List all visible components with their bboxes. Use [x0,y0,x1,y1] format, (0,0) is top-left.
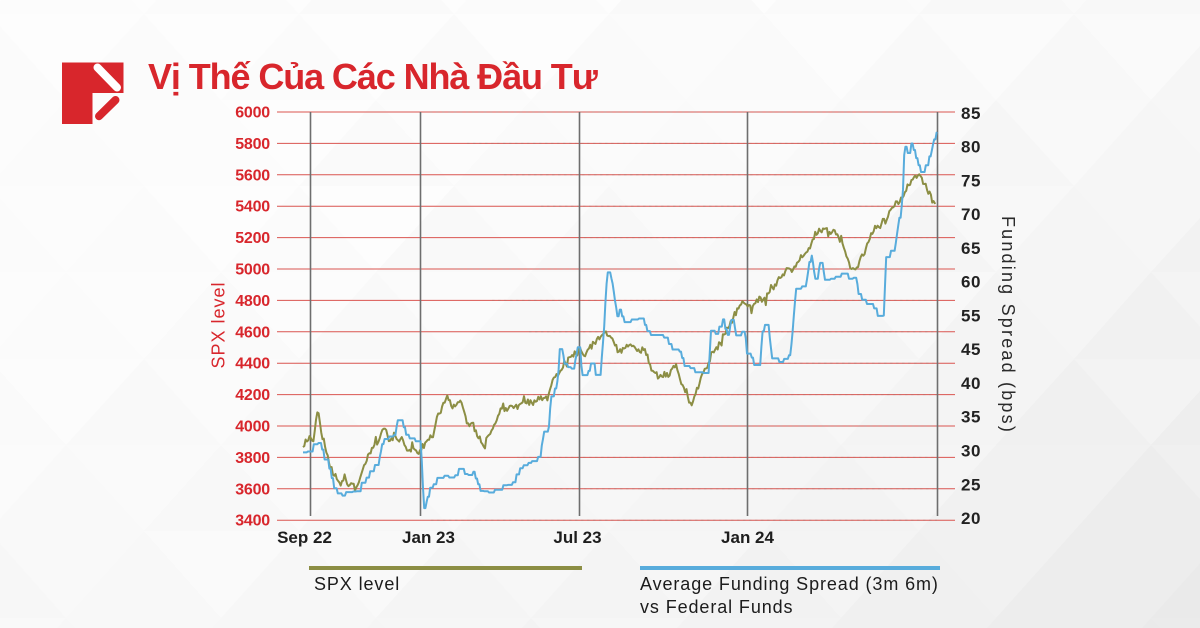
svg-text:70: 70 [961,205,981,224]
svg-text:5000: 5000 [235,262,270,279]
svg-text:60: 60 [961,273,981,292]
svg-text:80: 80 [961,138,981,157]
svg-text:4000: 4000 [235,419,270,436]
svg-text:Average Funding Spread (3m 6m): Average Funding Spread (3m 6m) [640,574,939,594]
svg-text:5200: 5200 [235,230,270,247]
svg-text:4200: 4200 [235,387,270,404]
svg-text:65: 65 [961,239,981,258]
svg-text:4400: 4400 [235,356,270,373]
svg-text:55: 55 [961,307,981,326]
svg-text:30: 30 [961,442,981,461]
svg-text:Jan 23: Jan 23 [402,528,455,547]
svg-text:6000: 6000 [235,105,270,122]
svg-text:Jan 24: Jan 24 [721,528,774,547]
svg-text:25: 25 [961,475,981,494]
svg-text:40: 40 [961,374,981,393]
svg-text:Jul 23: Jul 23 [553,528,601,547]
svg-text:4600: 4600 [235,324,270,341]
svg-text:75: 75 [961,171,981,190]
svg-text:5600: 5600 [235,167,270,184]
svg-text:20: 20 [961,509,981,528]
svg-text:3400: 3400 [235,513,270,530]
svg-text:5800: 5800 [235,136,270,153]
svg-text:85: 85 [961,104,981,123]
svg-text:vs Federal Funds: vs Federal Funds [640,597,793,617]
svg-text:SPX level: SPX level [209,281,229,368]
svg-text:5400: 5400 [235,199,270,216]
svg-text:35: 35 [961,408,981,427]
svg-text:SPX level: SPX level [314,574,400,594]
svg-text:3800: 3800 [235,450,270,467]
svg-text:Sep 22: Sep 22 [277,528,332,547]
svg-text:45: 45 [961,340,981,359]
svg-text:Funding Spread (bps): Funding Spread (bps) [998,216,1018,434]
svg-text:3600: 3600 [235,481,270,498]
svg-text:4800: 4800 [235,293,270,310]
